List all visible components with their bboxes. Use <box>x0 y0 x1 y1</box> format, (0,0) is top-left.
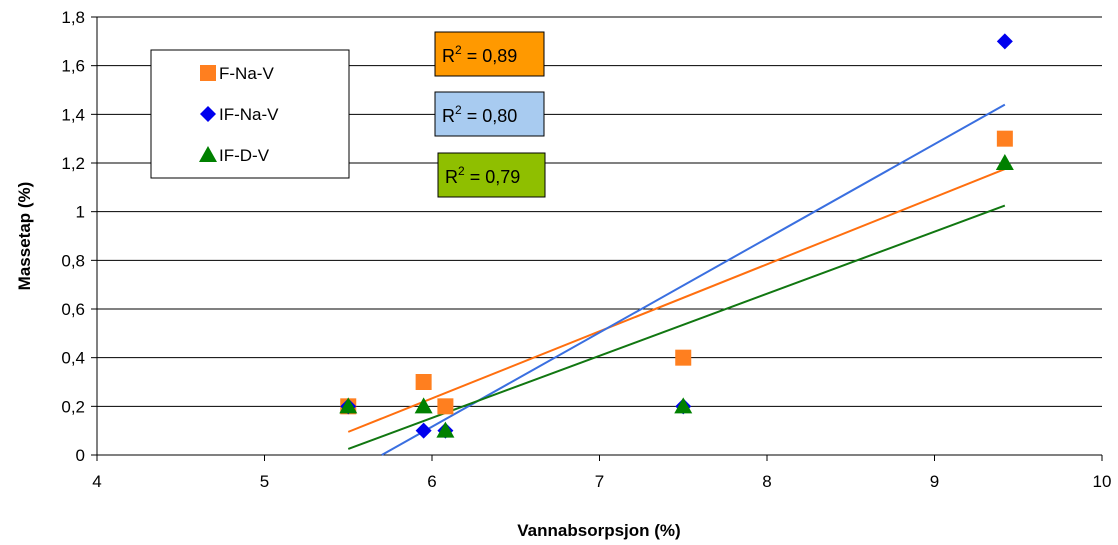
axes <box>91 16 1103 461</box>
r2-label: R2 = 0,79 <box>445 164 520 187</box>
y-tick-label: 0,2 <box>61 397 85 416</box>
trendline-f-na-v <box>347 168 1006 433</box>
y-tick-label: 0,8 <box>61 251 85 270</box>
legend-marker-if-na-v <box>200 106 216 122</box>
r-squared-labels: R2 = 0,89 R2 = 0,80 R2 = 0,79 <box>434 31 546 198</box>
y-tick-label: 0 <box>76 446 85 465</box>
legend-marker-f-na-v <box>200 65 216 81</box>
x-tick-label: 7 <box>595 472 604 491</box>
r2-box <box>434 31 545 77</box>
legend-label: IF-D-V <box>219 146 270 165</box>
point-if-d-v <box>674 397 693 414</box>
x-axis-title: Vannabsorpsjon (%) <box>517 521 680 540</box>
x-tick-label: 6 <box>427 472 436 491</box>
x-tick-label: 4 <box>92 472 101 491</box>
y-tick-label: 1,4 <box>61 105 85 124</box>
point-if-d-v <box>339 397 358 414</box>
point-if-d-v <box>436 421 455 438</box>
x-tick-labels: 4 5 6 7 8 9 10 <box>92 472 1111 491</box>
legend-label: IF-Na-V <box>219 105 279 124</box>
legend-box <box>150 49 350 179</box>
point-f-na-v <box>996 130 1013 147</box>
y-tick-label: 0,4 <box>61 349 85 368</box>
trendline-if-na-v <box>381 103 1006 456</box>
point-if-na-v <box>415 422 432 439</box>
trendline-if-d-v <box>347 204 1006 450</box>
y-tick-labels: 0 0,2 0,4 0,6 0,8 1 1,2 1,4 1,6 1,8 <box>61 8 85 465</box>
y-tick-label: 1 <box>76 203 85 222</box>
point-f-na-v <box>415 374 432 390</box>
r2-label: R2 = 0,89 <box>442 43 517 66</box>
legend: F-Na-V IF-Na-V IF-D-V <box>150 49 350 179</box>
point-if-d-v <box>414 397 433 414</box>
y-tick-label: 1,2 <box>61 154 85 173</box>
point-if-d-v <box>995 154 1014 170</box>
legend-label: F-Na-V <box>219 64 274 83</box>
y-axis-title: Massetap (%) <box>15 182 34 291</box>
x-tick-label: 10 <box>1093 472 1112 491</box>
legend-marker-if-d-v <box>199 146 217 162</box>
r2-label: R2 = 0,80 <box>442 103 517 126</box>
y-tick-label: 1,6 <box>61 57 85 76</box>
x-tick-label: 9 <box>930 472 939 491</box>
r2-box <box>437 152 546 198</box>
r2-box <box>434 91 545 137</box>
trendlines <box>347 103 1006 456</box>
point-f-na-v <box>675 349 692 366</box>
x-tick-label: 8 <box>762 472 771 491</box>
y-tick-label: 0,6 <box>61 300 85 319</box>
point-if-na-v <box>996 33 1013 50</box>
point-f-na-v <box>437 398 454 415</box>
x-tick-label: 5 <box>260 472 269 491</box>
data-points <box>339 33 1014 439</box>
y-tick-label: 1,8 <box>61 8 85 27</box>
